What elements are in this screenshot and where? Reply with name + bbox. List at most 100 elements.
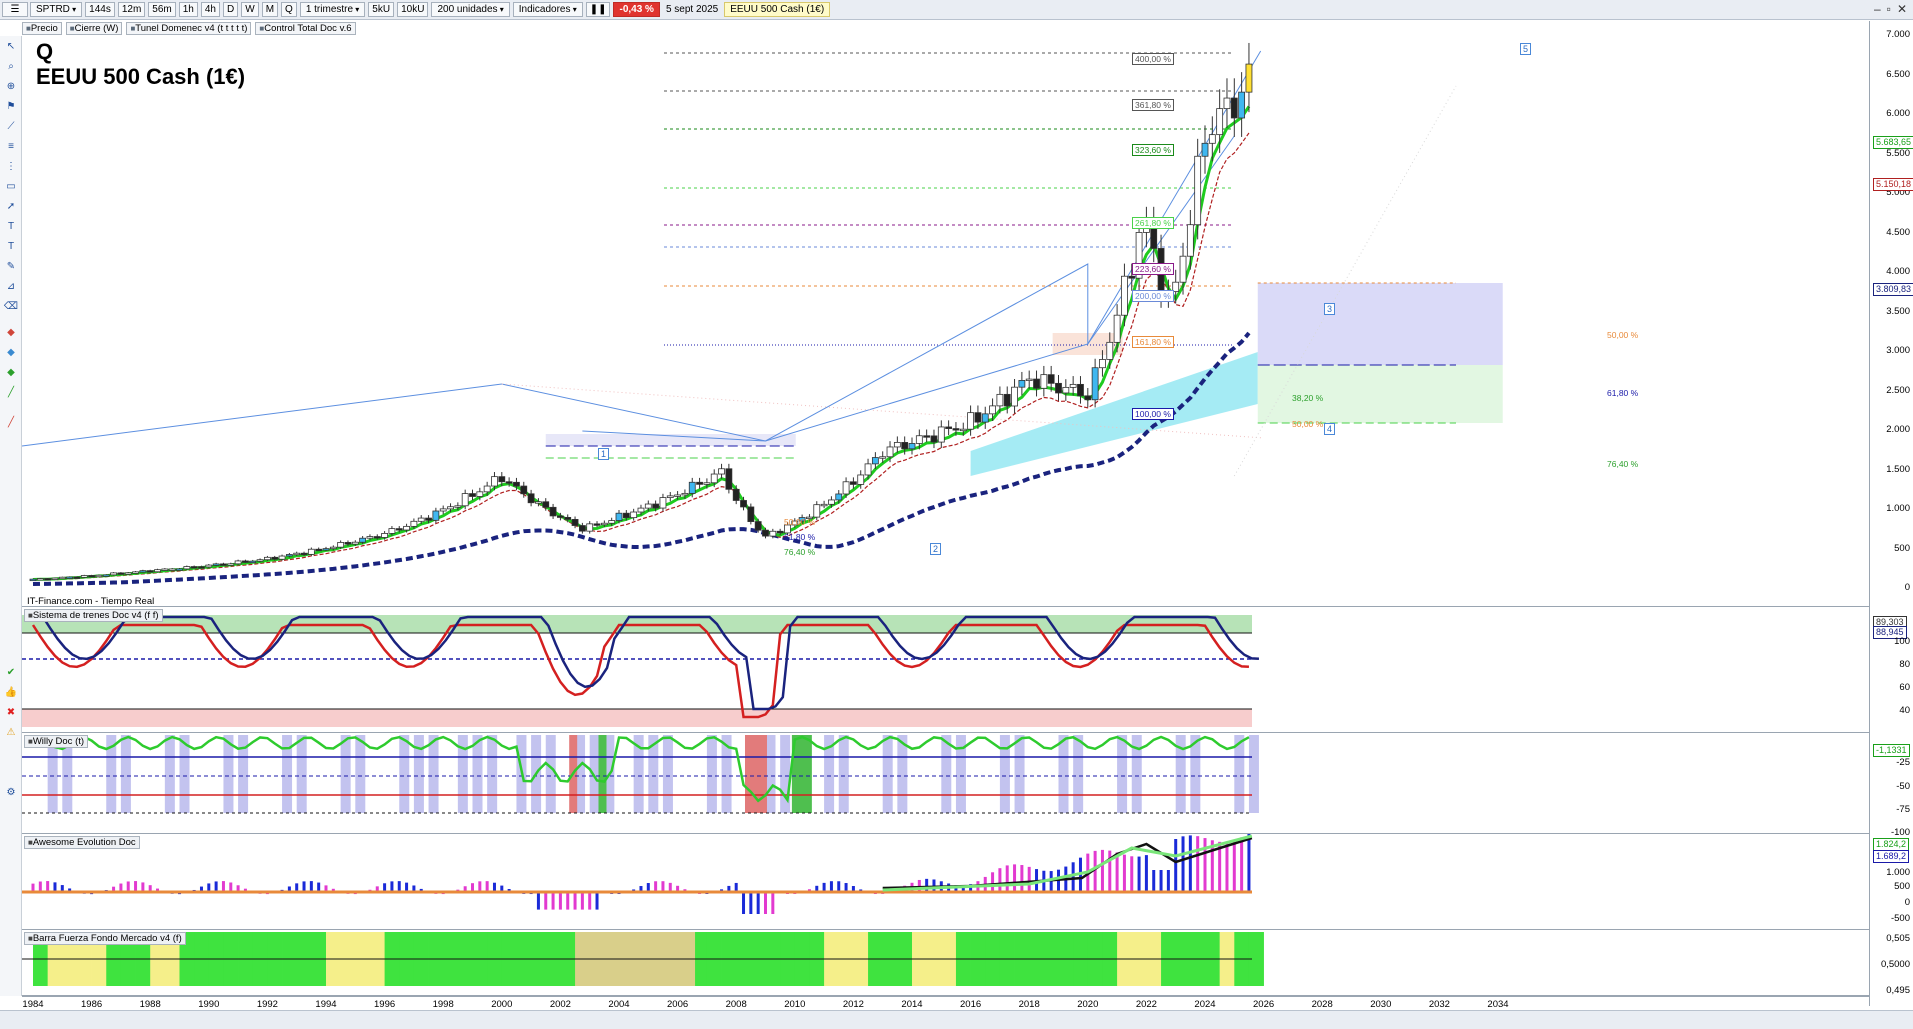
period-4h[interactable]: 4h [200,2,220,17]
awesome-chart[interactable] [22,834,1869,930]
magnify-icon[interactable]: ⊕ [6,81,16,92]
zoom-icon[interactable]: ⌕ [8,61,14,72]
willy-band [428,735,439,813]
delete-icon[interactable]: ✖ [6,707,16,718]
candle-body [117,572,125,575]
settings-icon[interactable]: ⚙ [6,787,16,798]
candle-body [95,574,103,578]
awesome-bar [419,888,423,892]
retrace-2003-50: 50,00 % [784,517,816,527]
candle-body [527,493,535,504]
candle-body [784,524,791,534]
indicator-bar: Precio Cierre (W) Tunel Domenec v4 (t t … [22,21,356,36]
candle-body [403,525,410,531]
symbol-select[interactable]: SPTRD [30,2,83,17]
period-56m[interactable]: 56m [148,2,176,17]
timeframe-select[interactable]: 1 trimestre [299,2,366,17]
shape-blue-icon[interactable]: ◆ [7,347,15,358]
willy-band [897,735,908,813]
barra-title[interactable]: Barra Fuerza Fondo Mercado v4 (f) [24,932,186,945]
units-5ku-button[interactable]: 5kU [368,2,395,17]
trenes-title[interactable]: Sistema de trenes Doc v4 (f f) [24,609,163,622]
pencil-icon[interactable]: ✎ [6,261,16,272]
awesome-bar [1210,840,1214,892]
price-chart[interactable] [22,36,1869,607]
willy-title[interactable]: Willy Doc (t) [24,735,89,748]
awesome-bar [1049,871,1053,892]
barra-chart[interactable] [22,930,1869,996]
shape-red-icon[interactable]: ◆ [7,327,15,338]
candle-body [1077,383,1084,397]
text-tool-icon[interactable]: T [7,221,15,232]
candle-body [586,523,594,532]
thumbs-up-icon[interactable]: ✔ [6,667,16,678]
candle-body [263,556,271,561]
candle-body [557,515,564,518]
units-10ku-button[interactable]: 10kU [397,2,429,17]
willy-band [106,735,117,813]
fibonacci-icon[interactable]: ⋮ [6,161,16,172]
period-d[interactable]: D [223,2,239,17]
awesome-bar [969,884,973,892]
shape-green-icon[interactable]: ◆ [7,367,15,378]
period-144s[interactable]: 144s [85,2,115,17]
channel-icon[interactable]: ≡ [8,141,14,152]
willy-band [296,735,307,813]
minimize-icon[interactable]: – [1873,2,1881,16]
period-code: Q [36,39,54,64]
cursor-icon[interactable]: ↖ [6,41,16,52]
willy-band [223,735,234,813]
elliott-wave-line [22,50,1262,447]
dotted-projection-line [1233,85,1457,477]
awesome-bar [1100,849,1104,892]
candle-body [513,481,520,487]
willy-band [1248,735,1259,813]
willy-band [633,735,644,813]
period-12m[interactable]: 12m [117,2,146,17]
trendline-icon[interactable]: ⟋ [7,121,15,132]
awesome-bar [668,882,672,892]
wave-label-1: 1 [598,448,610,460]
period-1h[interactable]: 1h [178,2,198,17]
year-label: 2006 [667,999,689,1010]
awesome-bar [1130,856,1134,892]
indicator-chip-tunel[interactable]: Tunel Domenec v4 (t t t t t) [126,22,252,35]
period-q[interactable]: Q [281,2,297,17]
rectangle-icon[interactable]: ▭ [6,181,16,192]
maximize-icon[interactable]: ▫ [1886,2,1891,16]
candle-body [1047,374,1055,384]
period-w[interactable]: W [241,2,259,17]
year-label: 2034 [1487,999,1509,1010]
arrow-tool-icon[interactable]: ➚ [6,201,16,212]
pause-icon[interactable]: ❚❚ [585,2,611,17]
awesome-bar [558,892,562,910]
indicator-chip-cierre[interactable]: Cierre (W) [65,22,123,35]
indicator-chip-control-total[interactable]: Control Total Doc v.6 [255,22,356,35]
eraser-icon[interactable]: ⌫ [3,301,19,312]
text-box-icon[interactable]: T [7,241,15,252]
awesome-title[interactable]: Awesome Evolution Doc [24,836,140,849]
willy-chart[interactable] [22,733,1869,834]
wave-label-5: 5 [1520,43,1532,55]
alert-icon[interactable]: ⚑ [6,101,16,112]
thumbs-up-2-icon[interactable]: 👍 [4,687,18,698]
indicators-menu[interactable]: Indicadores [512,2,583,17]
bars-count-select[interactable]: 200 unidades [431,2,510,17]
trenes-chart[interactable] [22,607,1869,733]
close-icon[interactable]: ✕ [1896,2,1907,16]
symbol-menu-button[interactable]: ☰ [2,2,28,17]
price-tick: 2.500 [1886,385,1910,396]
indicator-chip-precio[interactable]: Precio [22,22,62,35]
fib-label-100: 100,00 % [1132,408,1174,420]
period-m[interactable]: M [261,2,279,17]
price-change-badge: -0,43 % [613,2,660,17]
candle-body [454,505,462,508]
awesome-bar [287,886,291,892]
candle-body [578,525,586,532]
ruler-icon[interactable]: ⊿ [6,281,16,292]
candle-body [1245,63,1253,93]
warning-icon[interactable]: ⚠ [6,727,16,738]
line-red-icon[interactable]: ╱ [7,417,15,428]
line-green-icon[interactable]: ╱ [7,387,15,398]
